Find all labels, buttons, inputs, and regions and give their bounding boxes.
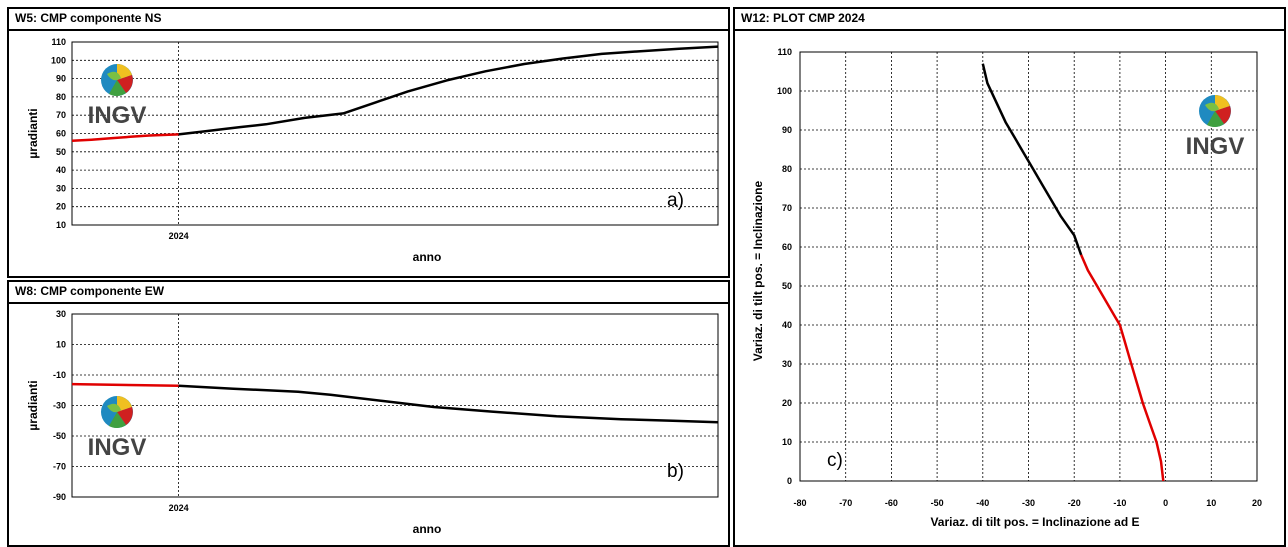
globe-segment — [117, 64, 132, 80]
title-divider — [735, 29, 1284, 31]
x-tick-label: 2024 — [169, 231, 189, 241]
x-axis-label: anno — [413, 250, 442, 264]
y-axis-label: µradianti — [26, 380, 40, 430]
plot-frame — [71, 41, 719, 226]
x-tick-label: -10 — [1113, 498, 1126, 508]
panel-title-plot: W12: PLOT CMP 2024 — [741, 11, 865, 25]
y-tick-label: 110 — [51, 37, 66, 47]
y-tick-label: 40 — [56, 165, 66, 175]
ingv-logo: INGV — [88, 64, 147, 129]
y-tick-label: 90 — [782, 125, 792, 135]
series-line — [1079, 254, 1165, 482]
x-tick-label: -40 — [976, 498, 989, 508]
series-line — [71, 133, 179, 143]
panel-title-ns: W5: CMP componente NS — [15, 11, 162, 25]
y-tick-label: 50 — [56, 147, 66, 157]
logo-text: INGV — [1186, 133, 1245, 160]
y-tick-label: -90 — [53, 492, 66, 502]
y-tick-label: 50 — [782, 281, 792, 291]
y-tick-label: 70 — [56, 110, 66, 120]
panel-title-ew: W8: CMP componente EW — [15, 284, 165, 298]
y-tick-label: -70 — [53, 462, 66, 472]
panel-ns: W5: CMP componente NS 10 20 30 40 50 60 70 80 90… — [7, 7, 730, 278]
x-tick-label: 20 — [1252, 498, 1262, 508]
y-tick-label: 80 — [56, 92, 66, 102]
plot-frame — [799, 51, 1258, 482]
y-tick-label: -10 — [53, 370, 66, 380]
y-tick-label: 0 — [787, 476, 792, 486]
x-tick-label: -70 — [839, 498, 852, 508]
y-tick-label: 100 — [51, 55, 66, 65]
logo-text: INGV — [88, 434, 147, 461]
y-tick-label: 10 — [56, 340, 66, 350]
globe-segment — [117, 75, 133, 93]
x-tick-label: -60 — [885, 498, 898, 508]
x-tick-label: -80 — [793, 498, 806, 508]
y-tick-label: 90 — [56, 74, 66, 84]
y-tick-label: 80 — [782, 164, 792, 174]
x-axis-label: anno — [413, 522, 442, 536]
title-divider — [9, 302, 728, 304]
series-line — [71, 382, 179, 387]
globe-segment — [1215, 106, 1231, 124]
x-tick-label: -50 — [931, 498, 944, 508]
globe-segment — [107, 71, 121, 81]
series-line — [178, 45, 719, 136]
y-tick-label: 30 — [782, 359, 792, 369]
y-tick-label: 10 — [56, 220, 66, 230]
y-tick-label: 40 — [782, 320, 792, 330]
y-tick-label: 60 — [56, 129, 66, 139]
globe-segment — [107, 403, 121, 413]
y-tick-label: 70 — [782, 203, 792, 213]
chart-ns: 10 20 30 40 50 60 70 80 90 100 110 2024 anno µradiant… — [26, 37, 719, 264]
x-tick-label: 10 — [1206, 498, 1216, 508]
y-axis-label: Variaz. di tilt pos. = Inclinazione — [751, 180, 765, 361]
x-axis-label: Variaz. di tilt pos. = Inclinazione ad E — [930, 515, 1139, 529]
panel-tag: b) — [667, 461, 684, 482]
globe-segment — [1205, 102, 1219, 112]
panel-ew: W8: CMP componente EW 30 10 -10 -30 -50 -70 -9… — [7, 280, 730, 547]
panel-plot: W12: PLOT CMP 2024 0 10 20 30 40 50 60 70 80 90 10… — [733, 7, 1286, 547]
x-tick-label: 0 — [1163, 498, 1168, 508]
y-tick-label: 100 — [777, 86, 792, 96]
series-line — [178, 384, 719, 424]
globe-segment — [117, 396, 132, 412]
chart-ew: 30 10 -10 -30 -50 -70 -90 2024 anno µradianti b) IN… — [26, 309, 719, 536]
y-tick-label: 30 — [56, 183, 66, 193]
ingv-logo: INGV — [88, 396, 147, 461]
x-tick-label: -20 — [1068, 498, 1081, 508]
y-tick-label: -50 — [53, 431, 66, 441]
panel-tag: a) — [667, 190, 684, 211]
series-line — [981, 63, 1083, 256]
y-tick-label: 60 — [782, 242, 792, 252]
plot-frame — [71, 313, 719, 498]
y-tick-label: 110 — [777, 47, 792, 57]
y-axis-label: µradianti — [26, 108, 40, 158]
x-tick-label: 2024 — [169, 503, 189, 513]
ingv-logo: INGV — [1186, 95, 1245, 160]
logo-text: INGV — [88, 102, 147, 129]
y-tick-label: 10 — [782, 437, 792, 447]
globe-segment — [109, 80, 126, 96]
panel-tag: c) — [827, 450, 843, 471]
title-divider — [9, 29, 728, 31]
y-tick-label: 20 — [782, 398, 792, 408]
x-tick-label: -30 — [1022, 498, 1035, 508]
y-tick-label: -30 — [53, 401, 66, 411]
globe-segment — [109, 412, 126, 428]
globe-segment — [1207, 111, 1224, 127]
y-tick-label: 30 — [56, 309, 66, 319]
y-tick-label: 20 — [56, 202, 66, 212]
globe-segment — [117, 407, 133, 425]
globe-segment — [1215, 95, 1230, 111]
